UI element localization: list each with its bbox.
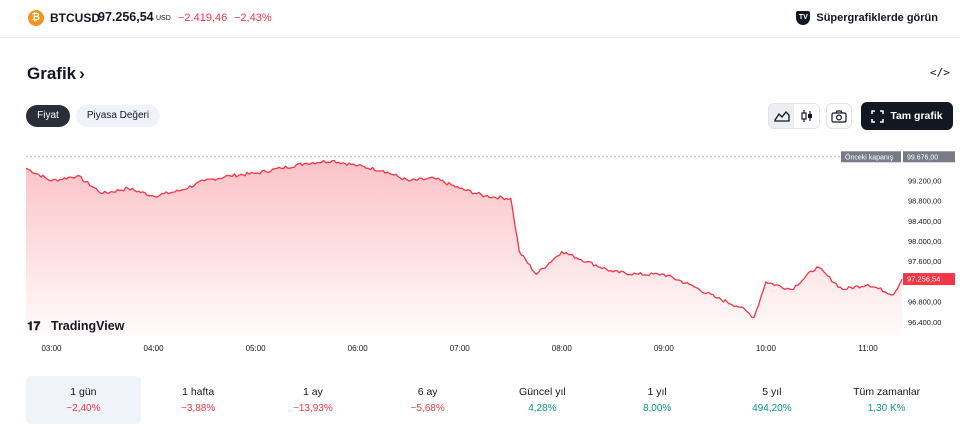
tradingview-watermark: 𝟏𝟕 TradingView <box>27 319 125 333</box>
ticker-change: −2.419,46 <box>178 12 228 24</box>
tradingview-logo-icon: TV <box>796 11 811 25</box>
ticker-currency: USD <box>156 15 171 22</box>
candlestick-button[interactable] <box>794 104 819 128</box>
ticker-symbol[interactable]: BTCUSD <box>50 11 100 25</box>
time-range-selector: 1 gün −2,40% 1 hafta −3,88% 1 ay −13,93% 6 ay −… <box>26 376 944 424</box>
chart-section-title[interactable]: Grafik › <box>27 64 85 84</box>
y-tick-label: 96.400,00 <box>908 318 941 327</box>
fullscreen-icon <box>871 109 885 123</box>
y-tick-label: 98.800,00 <box>908 197 941 206</box>
x-tick-label: 08:00 <box>552 344 573 353</box>
chart-title-label: Grafik <box>27 64 77 83</box>
previous-close-tag: Önceki kapanış <box>845 153 894 161</box>
chart-style-toggle <box>768 103 820 129</box>
ticker-price: 97.256,54 <box>98 10 154 24</box>
x-tick-label: 06:00 <box>348 344 369 353</box>
camera-icon <box>831 109 847 123</box>
chevron-right-icon: › <box>79 64 85 83</box>
last-price-label: 97.256,54 <box>903 273 955 286</box>
supercharts-label: Süpergrafiklerde görün <box>816 12 938 24</box>
embed-code-icon[interactable]: </> <box>930 66 950 79</box>
range-option[interactable]: Güncel yıl 4,28% <box>485 376 600 424</box>
ticker-bar: ₿ BTCUSD 97.256,54 USD −2.419,46 −2,43% … <box>0 0 960 38</box>
range-label: 1 gün <box>70 386 97 398</box>
bitcoin-icon: ₿ <box>28 10 44 26</box>
y-tick-label: 98.000,00 <box>908 237 941 246</box>
full-chart-button[interactable]: Tam grafik <box>861 102 953 130</box>
range-label: 1 yıl <box>647 386 667 398</box>
x-axis: 03:00 04:00 05:00 06:00 07:00 08:00 09:00 10:00… <box>41 344 878 353</box>
x-tick-label: 11:00 <box>858 344 878 353</box>
tradingview-logo-icon: 𝟏𝟕 <box>27 319 41 333</box>
price-line-series <box>25 159 903 318</box>
range-label: Tüm zamanlar <box>853 386 921 398</box>
y-tick-label: 97.600,00 <box>908 257 941 266</box>
x-tick-label: 09:00 <box>654 344 675 353</box>
range-option[interactable]: 1 ay −13,93% <box>256 376 371 424</box>
last-price-value: 97.256,54 <box>907 275 940 284</box>
range-change: −2,40% <box>66 403 101 414</box>
range-label: 1 hafta <box>182 386 215 398</box>
area-chart-button[interactable] <box>769 104 794 128</box>
area-chart-icon <box>773 111 790 122</box>
x-tick-label: 04:00 <box>144 344 165 353</box>
range-label: 5 yıl <box>762 386 782 398</box>
range-option[interactable]: 6 ay −5,68% <box>370 376 485 424</box>
range-option[interactable]: 1 hafta −3,88% <box>141 376 256 424</box>
range-option[interactable]: 5 yıl 494,20% <box>715 376 830 424</box>
previous-close-value: 99.676,00 <box>907 154 938 161</box>
open-in-supercharts-link[interactable]: TV Süpergrafiklerde görün <box>796 9 938 27</box>
tab-price[interactable]: Fiyat <box>26 105 70 127</box>
price-area-fill <box>26 160 902 336</box>
range-option[interactable]: 1 gün −2,40% <box>26 376 141 424</box>
x-tick-label: 03:00 <box>41 344 62 353</box>
ticker-change-percent: −2,43% <box>234 12 272 24</box>
range-change: 8,00% <box>642 403 672 414</box>
tab-market-cap[interactable]: Piyasa Değeri <box>76 105 160 127</box>
y-tick-label: 96.800,00 <box>908 298 941 307</box>
range-change: 4,28% <box>528 403 557 414</box>
range-change: −5,68% <box>410 403 445 414</box>
range-change: 494,20% <box>752 403 792 414</box>
y-tick-label: 98.400,00 <box>908 217 941 226</box>
range-change: −3,88% <box>181 403 216 414</box>
price-chart[interactable]: 99.200,00 98.800,00 98.400,00 98.000,00 97.6… <box>0 140 960 360</box>
previous-close-label: Önceki kapanış 99.676,00 <box>841 151 955 163</box>
tradingview-brand: TradingView <box>51 319 125 333</box>
full-chart-label: Tam grafik <box>890 110 943 122</box>
snapshot-button[interactable] <box>826 103 852 129</box>
x-tick-label: 05:00 <box>246 344 267 353</box>
x-tick-label: 07:00 <box>450 344 471 353</box>
y-tick-label: 99.200,00 <box>908 176 941 185</box>
range-change: 1,30 K% <box>867 403 906 414</box>
y-axis: 99.200,00 98.800,00 98.400,00 98.000,00 97.6… <box>908 176 941 327</box>
range-option[interactable]: Tüm zamanlar 1,30 K% <box>829 376 944 424</box>
x-tick-label: 10:00 <box>756 344 777 353</box>
range-option[interactable]: 1 yıl 8,00% <box>600 376 715 424</box>
range-label: 6 ay <box>417 386 438 398</box>
range-label: Güncel yıl <box>519 386 566 398</box>
range-label: 1 ay <box>302 386 323 398</box>
range-change: −13,93% <box>292 403 333 414</box>
candlestick-icon <box>800 110 812 122</box>
